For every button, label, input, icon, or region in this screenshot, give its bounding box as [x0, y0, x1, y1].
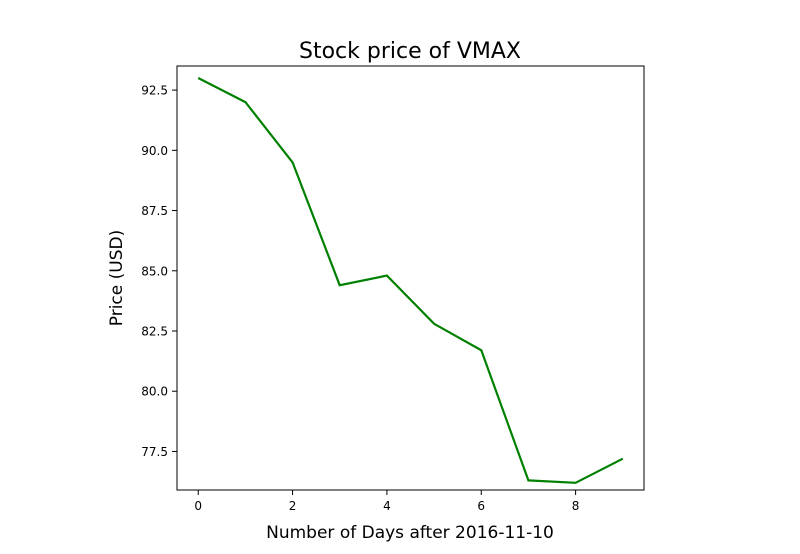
y-axis-label: Price (USD): [107, 230, 127, 326]
y-tick-label: 85.0: [141, 264, 168, 278]
y-tick-label: 87.5: [141, 204, 168, 218]
chart-title: Stock price of VMAX: [299, 39, 521, 64]
y-tick-label: 82.5: [141, 325, 168, 339]
y-tick-label: 90.0: [141, 144, 168, 158]
x-tick-label: 0: [194, 499, 202, 513]
series-group: [197, 77, 624, 484]
y-tick-label: 80.0: [141, 385, 168, 399]
x-tick-label: 4: [383, 499, 391, 513]
x-axis-label: Number of Days after 2016-11-10: [266, 523, 554, 543]
x-tick-label: 2: [289, 499, 297, 513]
y-tick-label: 92.5: [141, 84, 168, 98]
y-axis-ticks: 77.5 80.0 82.5 85.0 87.5 90.0 92.5: [141, 84, 177, 459]
x-tick-label: 6: [477, 499, 485, 513]
series-line: [197, 77, 624, 484]
x-tick-label: 8: [572, 499, 580, 513]
plot-frame: [176, 65, 645, 491]
x-axis-ticks: 0 2 4 6 8: [194, 490, 579, 513]
y-tick-label: 77.5: [141, 445, 168, 459]
